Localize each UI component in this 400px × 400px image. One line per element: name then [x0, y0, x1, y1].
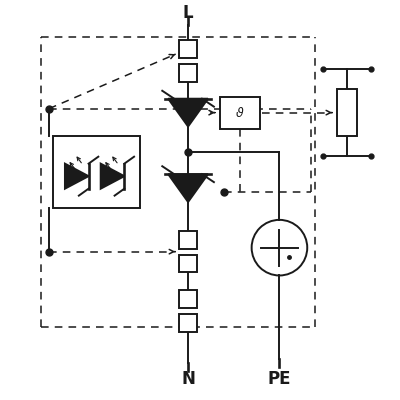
- Polygon shape: [168, 174, 208, 202]
- Bar: [179, 314, 197, 332]
- Text: L: L: [183, 4, 193, 22]
- Text: PE: PE: [268, 370, 291, 388]
- Bar: [337, 89, 357, 136]
- Bar: [179, 290, 197, 308]
- Text: N: N: [181, 370, 195, 388]
- Bar: [220, 97, 260, 128]
- Polygon shape: [101, 164, 124, 189]
- Bar: [179, 255, 197, 272]
- Polygon shape: [65, 164, 88, 189]
- Bar: [179, 40, 197, 58]
- Text: $\vartheta$: $\vartheta$: [235, 106, 244, 120]
- Bar: [179, 64, 197, 82]
- Polygon shape: [168, 99, 208, 126]
- Bar: [179, 231, 197, 249]
- Bar: [53, 136, 140, 208]
